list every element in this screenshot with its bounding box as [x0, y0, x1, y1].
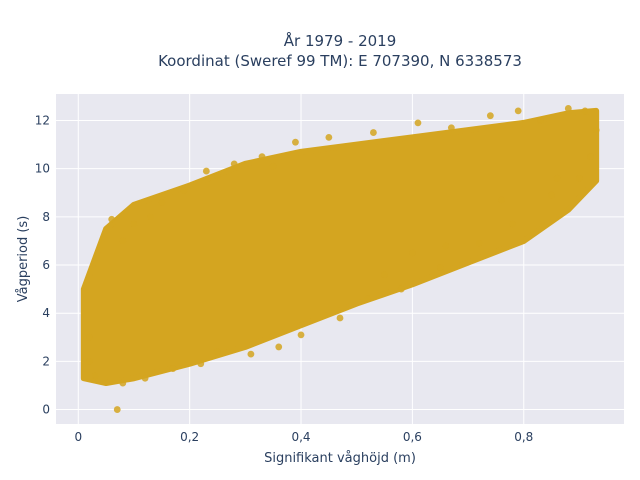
scatter-point-11: [258, 153, 266, 161]
scatter-point-19: [514, 107, 522, 115]
x-tick-label-4: 0,8: [514, 430, 533, 444]
scatter-point-9: [214, 172, 221, 180]
scatter-point-25: [548, 191, 556, 199]
point-cloud: [80, 107, 600, 387]
scatter-point-47: [381, 271, 388, 279]
scatter-point-12: [269, 162, 277, 170]
scatter-point-24: [576, 174, 583, 182]
y-tick-label-1: 2: [42, 354, 50, 368]
scatter-point-42: [587, 153, 594, 161]
scatter-point-17: [447, 124, 455, 132]
scatter-point-29: [397, 285, 405, 293]
scatter-point-43: [553, 174, 561, 182]
x-tick-label-0: 0: [74, 430, 82, 444]
scatter-point-44: [498, 196, 505, 204]
data-points: [86, 105, 600, 413]
scatter-point-23: [592, 126, 600, 134]
scatter-point-22: [581, 107, 589, 115]
scatter-point-13: [292, 138, 299, 146]
x-tick-label-3: 0,6: [403, 430, 422, 444]
scatter-point-27: [475, 239, 483, 247]
scatter-point-18: [486, 112, 494, 120]
y-tick-label-6: 12: [35, 113, 50, 127]
scatter-point-40: [91, 372, 99, 380]
scatter-point-6: [158, 198, 166, 206]
y-tick-label-4: 8: [42, 210, 50, 224]
scatter-point-26: [509, 220, 517, 228]
scatter-point-37: [169, 365, 177, 372]
y-tick-labels: 0 2 4 6 8 10 12: [35, 113, 50, 416]
scatter-point-4: [130, 220, 138, 228]
scatter-point-21: [564, 105, 572, 112]
scatter-point-1: [86, 333, 93, 341]
chart-title-line1: År 1979 - 2019: [284, 31, 397, 50]
scatter-point-30: [364, 295, 372, 303]
scatter-point-5: [147, 213, 155, 221]
scatter-point-8: [202, 167, 210, 175]
scatter-point-33: [275, 343, 283, 351]
x-axis-title: Signifikant våghöjd (m): [264, 451, 416, 466]
data-cloud: [80, 107, 600, 387]
scatter-point-10: [230, 160, 238, 168]
scatter-point-2: [108, 215, 116, 223]
scatter-point-3: [119, 237, 127, 245]
scatter-point-32: [297, 331, 305, 339]
y-tick-label-5: 10: [35, 162, 50, 176]
chart-title-line2: Koordinat (Sweref 99 TM): E 707390, N 63…: [158, 52, 522, 70]
y-tick-label-2: 4: [42, 306, 50, 320]
scatter-point-45: [442, 242, 450, 250]
scatter-point-16: [414, 119, 422, 127]
x-tick-label-2: 0,4: [291, 430, 310, 444]
x-tick-labels: 0 0,2 0,4 0,6 0,8: [74, 430, 533, 444]
scatter-point-38: [141, 374, 149, 382]
scatter-point-31: [336, 314, 344, 322]
scatter-point-34: [247, 350, 255, 358]
scatter-point-7: [180, 186, 188, 194]
y-axis-title: Vågperiod (s): [16, 216, 31, 303]
y-tick-label-0: 0: [42, 403, 50, 417]
scatter-point-14: [325, 133, 333, 141]
scatter-point-0: [113, 406, 121, 413]
scatter-point-20: [537, 117, 544, 124]
scatter-point-28: [436, 264, 444, 271]
scatter-point-39: [119, 379, 127, 387]
scatter-point-36: [197, 360, 205, 368]
scatter-point-46: [408, 249, 416, 257]
scatter-point-15: [370, 129, 377, 136]
scatter-point-35: [214, 348, 221, 356]
x-tick-label-1: 0,2: [180, 430, 199, 444]
y-tick-label-3: 6: [42, 258, 50, 272]
scatter-point-41: [86, 357, 93, 365]
